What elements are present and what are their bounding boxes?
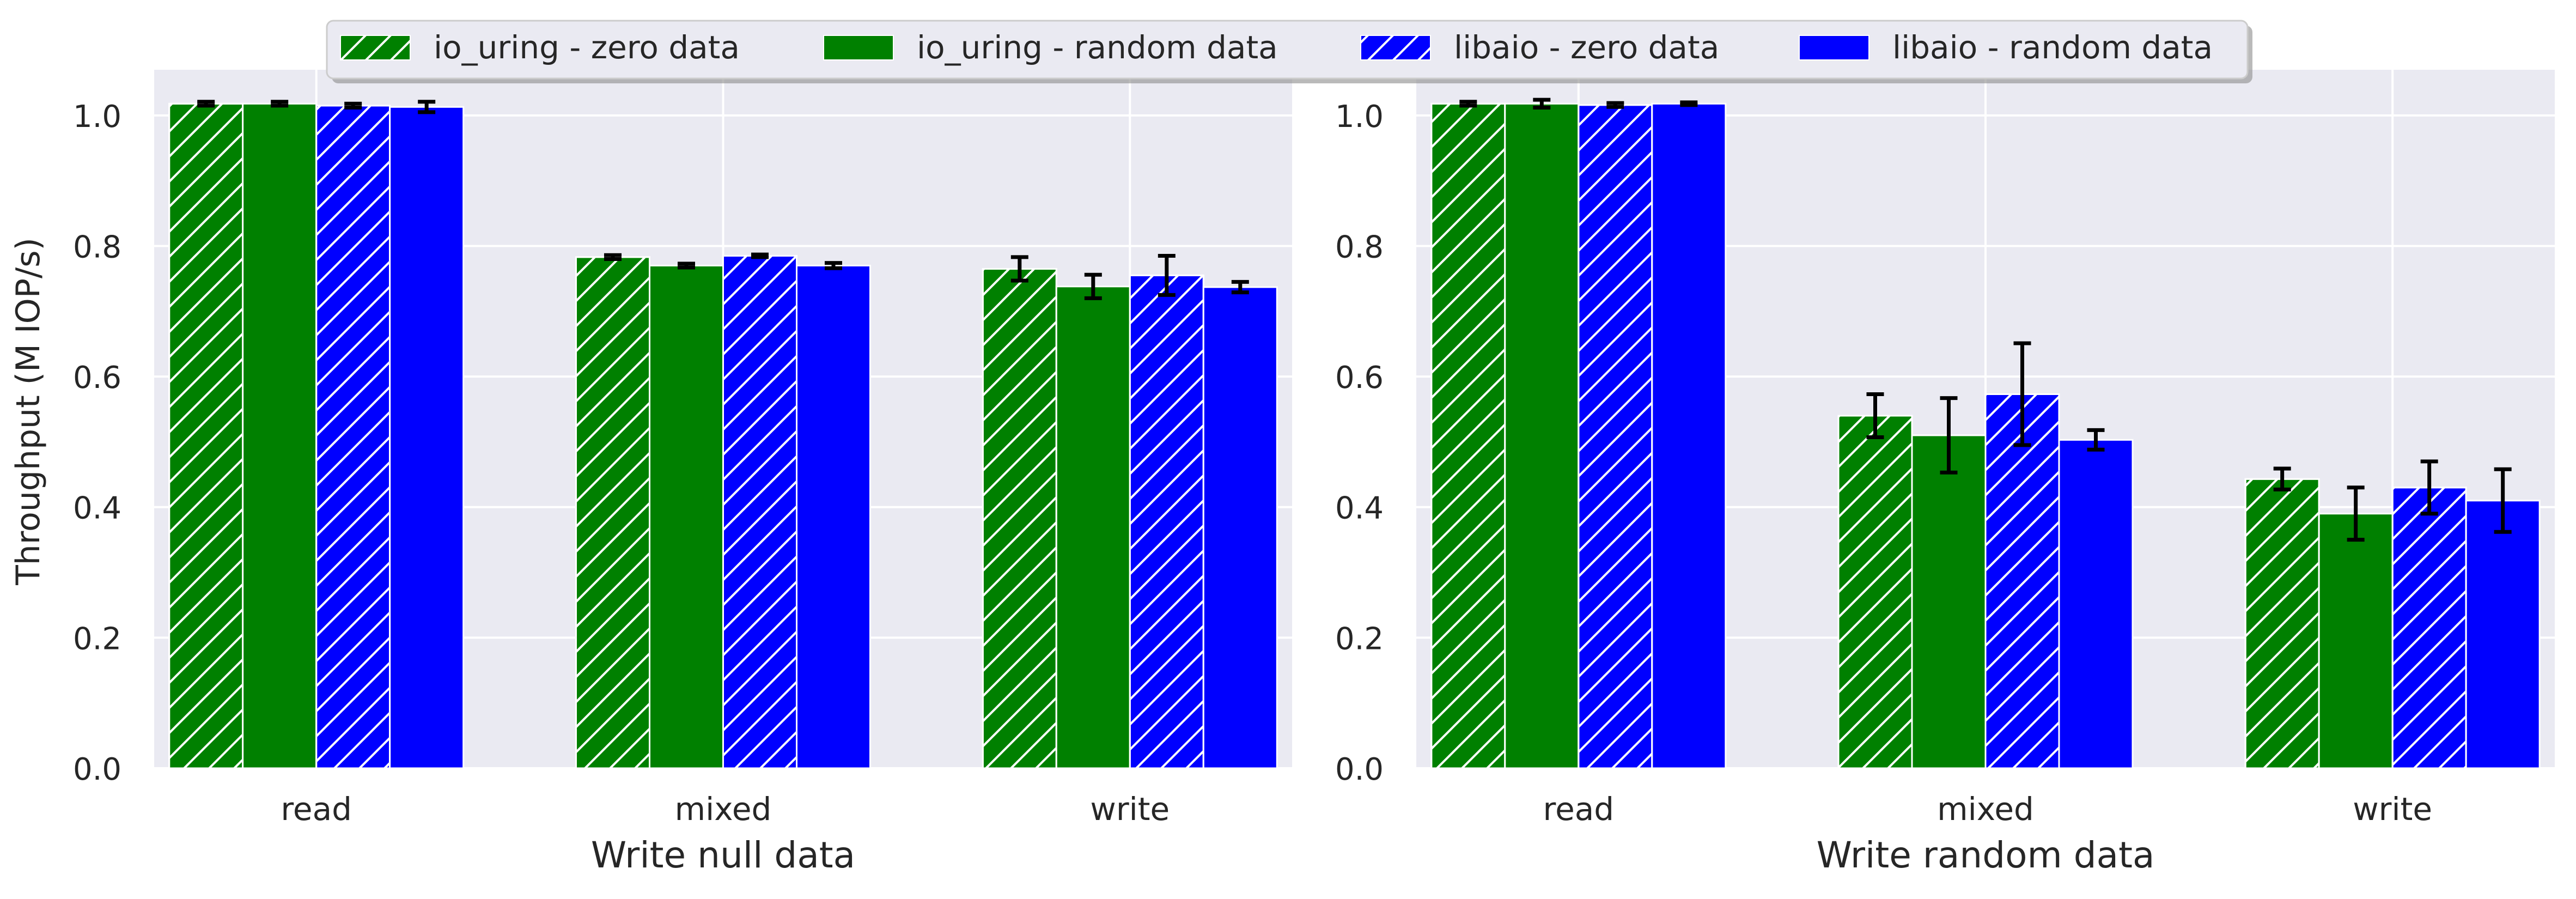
- bar-hatch: [722, 254, 797, 769]
- y-tick-label: 0.0: [1335, 752, 1384, 787]
- y-tick-label: 0.6: [73, 360, 121, 396]
- x-tick-label: mixed: [675, 791, 772, 828]
- error-bar: [751, 252, 769, 259]
- legend-label: io_uring - zero data: [434, 29, 740, 66]
- left-chart-panel: 0.0 0.2 0.4 0.6 0.8 1.0 read mixed write Write nu…: [73, 70, 1292, 876]
- bar-write-libaio-random-data: [1202, 286, 1278, 769]
- error-bar: [1680, 100, 1698, 107]
- y-tick-label: 0.4: [73, 491, 121, 526]
- legend-label: libaio - zero data: [1454, 29, 1719, 66]
- legend-swatch: [823, 35, 894, 60]
- x-tick-label: mixed: [1937, 791, 2034, 828]
- bar-write-io-uring-random-data: [2318, 513, 2394, 769]
- legend-item: libaio - random data: [1799, 29, 2213, 66]
- legend-swatch: [1799, 35, 1869, 60]
- error-bar: [418, 100, 436, 114]
- bar-hatch: [1837, 415, 1913, 769]
- error-bar: [604, 253, 622, 261]
- error-bar: [1940, 396, 1958, 475]
- legend-item: io_uring - zero data: [340, 29, 740, 66]
- bar-mixed-libaio-random-data: [796, 264, 871, 769]
- bar-hatch: [575, 256, 650, 769]
- legend: io_uring - zero data io_uring - random da…: [326, 20, 2252, 83]
- y-tick-label: 1.0: [1335, 99, 1384, 135]
- error-bar: [1158, 253, 1176, 297]
- bar-hatch: [1984, 393, 2060, 769]
- legend-label: libaio - random data: [1892, 29, 2213, 66]
- y-tick-label: 1.0: [73, 99, 121, 135]
- bar-read-io-uring-random-data: [1504, 102, 1580, 769]
- legend-label: io_uring - random data: [917, 29, 1278, 66]
- error-bar: [1084, 272, 1102, 300]
- bar-hatch: [1129, 274, 1204, 769]
- x-axis-label: Write null data: [591, 834, 855, 876]
- error-bar: [1866, 392, 1884, 440]
- error-bar: [1459, 100, 1477, 108]
- bar-hatch: [1578, 104, 1653, 769]
- error-bar: [2013, 341, 2031, 447]
- legend-item: libaio - zero data: [1360, 29, 1719, 66]
- y-tick-label: 0.2: [1335, 621, 1384, 657]
- bar-read-io-uring-random-data: [242, 102, 318, 769]
- y-tick-label: 0.8: [1335, 229, 1384, 265]
- bar-hatch: [982, 268, 1057, 769]
- bar-mixed-io-uring-random-data: [649, 264, 724, 769]
- error-bar: [2087, 428, 2105, 452]
- error-bar: [825, 261, 842, 270]
- bar-hatch: [168, 102, 244, 769]
- bar-hatch: [2244, 478, 2320, 769]
- error-bar: [1533, 98, 1551, 110]
- x-axis-label: Write random data: [1817, 834, 2155, 876]
- error-bar: [678, 262, 695, 270]
- error-bar: [1010, 255, 1028, 283]
- legend-frame: [326, 20, 2249, 80]
- y-tick-label: 0.2: [73, 621, 121, 657]
- y-tick-label: 0.4: [1335, 491, 1384, 526]
- bar-read-libaio-random-data: [1651, 102, 1727, 769]
- error-bar: [2494, 467, 2512, 534]
- legend-swatch-hatch: [340, 35, 410, 60]
- bar-hatch: [1430, 102, 1506, 769]
- x-tick-label: read: [1543, 791, 1615, 828]
- y-tick-label: 0.6: [1335, 360, 1384, 396]
- bar-hatch: [2391, 487, 2467, 769]
- error-bar: [344, 101, 362, 110]
- x-tick-label: write: [2353, 791, 2432, 828]
- x-tick-label: write: [1090, 791, 1170, 828]
- legend-item: io_uring - random data: [823, 29, 1278, 66]
- bar-mixed-libaio-random-data: [2058, 439, 2134, 769]
- error-bar: [271, 100, 289, 108]
- legend-swatch-hatch: [1361, 35, 1430, 60]
- right-chart-panel: 0.0 0.2 0.4 0.6 0.8 1.0 read mixed write Write ra…: [1335, 70, 2555, 876]
- bar-write-io-uring-random-data: [1055, 286, 1131, 769]
- error-bar: [2273, 466, 2291, 491]
- bar-write-libaio-random-data: [2465, 500, 2541, 769]
- bar-mixed-io-uring-random-data: [1911, 434, 1987, 769]
- bar-read-libaio-random-data: [389, 106, 465, 769]
- error-bar: [1231, 280, 1249, 295]
- error-bar: [2420, 459, 2438, 516]
- y-axis-label: Throughput (M IOP/s): [9, 238, 47, 586]
- x-tick-label: read: [281, 791, 352, 828]
- y-tick-label: 0.0: [73, 752, 121, 787]
- error-bar: [1606, 101, 1624, 109]
- error-bar: [197, 100, 215, 108]
- bar-hatch: [315, 105, 391, 769]
- y-tick-label: 0.8: [73, 229, 121, 265]
- error-bar: [2347, 485, 2365, 542]
